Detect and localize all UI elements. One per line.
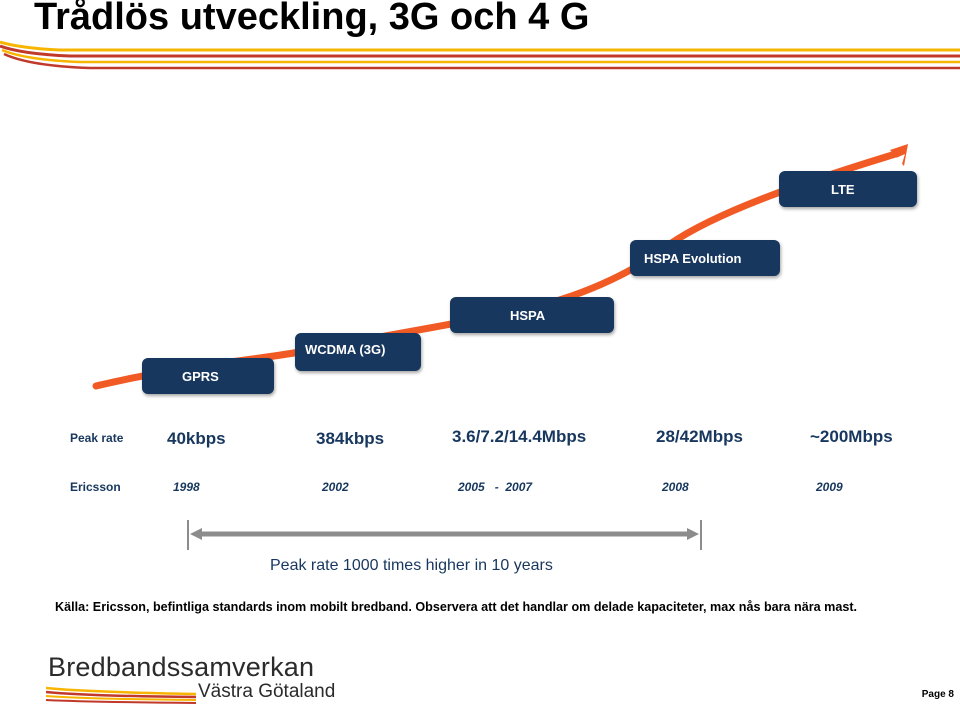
logo-main-text: Bredbandssamverkan (48, 652, 315, 682)
year-value: 2002 (322, 480, 349, 494)
year-value: 2005 - 2007 (458, 480, 533, 494)
generation-box-gprs: GPRS (142, 358, 274, 394)
slide-title: Trådlös utveckling, 3G och 4 G (34, 0, 590, 38)
source-note: Källa: Ericsson, befintliga standards in… (55, 600, 858, 614)
generation-label: WCDMA (3G) (305, 342, 386, 357)
vendor-label: Ericsson (70, 480, 121, 494)
logo-swoosh (46, 686, 196, 704)
peak-rate-value: 384kbps (316, 429, 385, 448)
generation-label: HSPA (510, 307, 546, 323)
generation-box-lte: LTE (779, 171, 917, 207)
generation-label: GPRS (182, 368, 219, 384)
generation-box-hspa-evolution: HSPA Evolution (630, 240, 780, 276)
technology-diagram: GPRS WCDMA (3G) HSPA HSPA Evolution LTE … (60, 140, 940, 590)
generation-label: HSPA Evolution (644, 250, 742, 266)
year-value: 2008 (662, 480, 689, 494)
timeline-caption: Peak rate 1000 times higher in 10 years (270, 557, 553, 574)
generation-label: LTE (831, 181, 855, 197)
arrow-head (890, 144, 908, 166)
logo-sub-text: Västra Götaland (198, 681, 336, 702)
peak-rate-label: Peak rate (70, 431, 124, 445)
bredbandssamverkan-logo: Bredbandssamverkan Västra Götaland (46, 652, 336, 706)
page-number: Page 8 (921, 689, 954, 700)
year-value: 1998 (173, 480, 200, 494)
generation-box-hspa: HSPA (450, 297, 614, 333)
generation-box-wcdma: WCDMA (3G) (295, 333, 421, 371)
timeline-bar (187, 520, 702, 550)
peak-rate-value: 28/42Mbps (656, 427, 743, 446)
header-stripes (0, 40, 960, 70)
peak-rate-value: 3.6/7.2/14.4Mbps (452, 427, 587, 446)
peak-rate-value: 40kbps (167, 429, 226, 448)
year-value: 2009 (816, 480, 843, 494)
peak-rate-value: ~200Mbps (810, 427, 893, 446)
